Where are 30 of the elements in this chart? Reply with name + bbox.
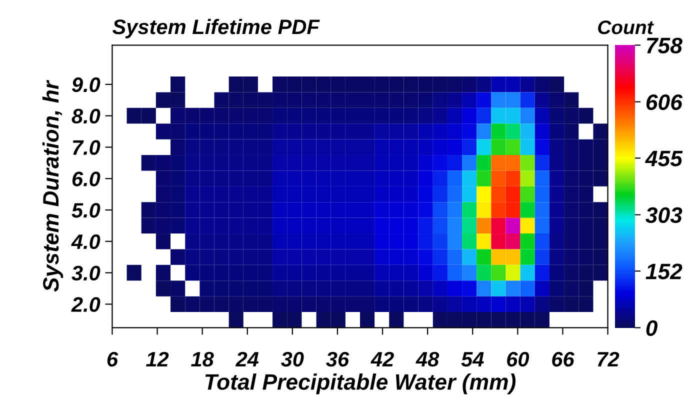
x-tick-label: 24 — [235, 352, 259, 366]
x-tick-label: 18 — [191, 352, 214, 367]
y-tick-label: 4.0 — [71, 234, 100, 250]
x-tick-label: 30 — [281, 352, 304, 367]
x-tick-label: 54 — [461, 352, 484, 367]
x-tick-label: 66 — [552, 352, 574, 367]
y-tick-label: 5.0 — [72, 202, 100, 218]
y-tick-label: 8.0 — [72, 108, 100, 124]
y-tick-label: 6.0 — [72, 172, 100, 186]
y-tick-label: 2.0 — [71, 297, 100, 312]
x-tick-label: 42 — [370, 352, 394, 366]
y-axis-title: System Duration, hr — [42, 80, 64, 292]
y-tick-label: 7.0 — [72, 140, 100, 155]
y-tick-label: 3.0 — [72, 266, 100, 281]
x-axis-title: Total Precipitable Water (mm) — [205, 374, 516, 394]
x-tick-label: 6 — [107, 352, 118, 367]
x-tick-label: 36 — [326, 352, 350, 367]
y-tick-label: 9.0 — [72, 77, 100, 92]
color-bar-label: 303 — [646, 207, 682, 224]
x-tick-label: 48 — [416, 352, 440, 367]
x-tick-label: 60 — [507, 352, 530, 367]
color-bar-title: Count — [598, 20, 654, 34]
color-bar-label: 606 — [646, 94, 683, 110]
color-bar-label: 0 — [646, 320, 658, 336]
x-tick-label: 72 — [598, 352, 620, 366]
x-tick-label: 12 — [146, 352, 169, 366]
color-bar-label: 455 — [645, 150, 683, 166]
color-bar-label: 152 — [646, 264, 682, 280]
chart-title: System Lifetime PDF — [112, 18, 320, 38]
color-bar-label: 758 — [646, 38, 682, 54]
